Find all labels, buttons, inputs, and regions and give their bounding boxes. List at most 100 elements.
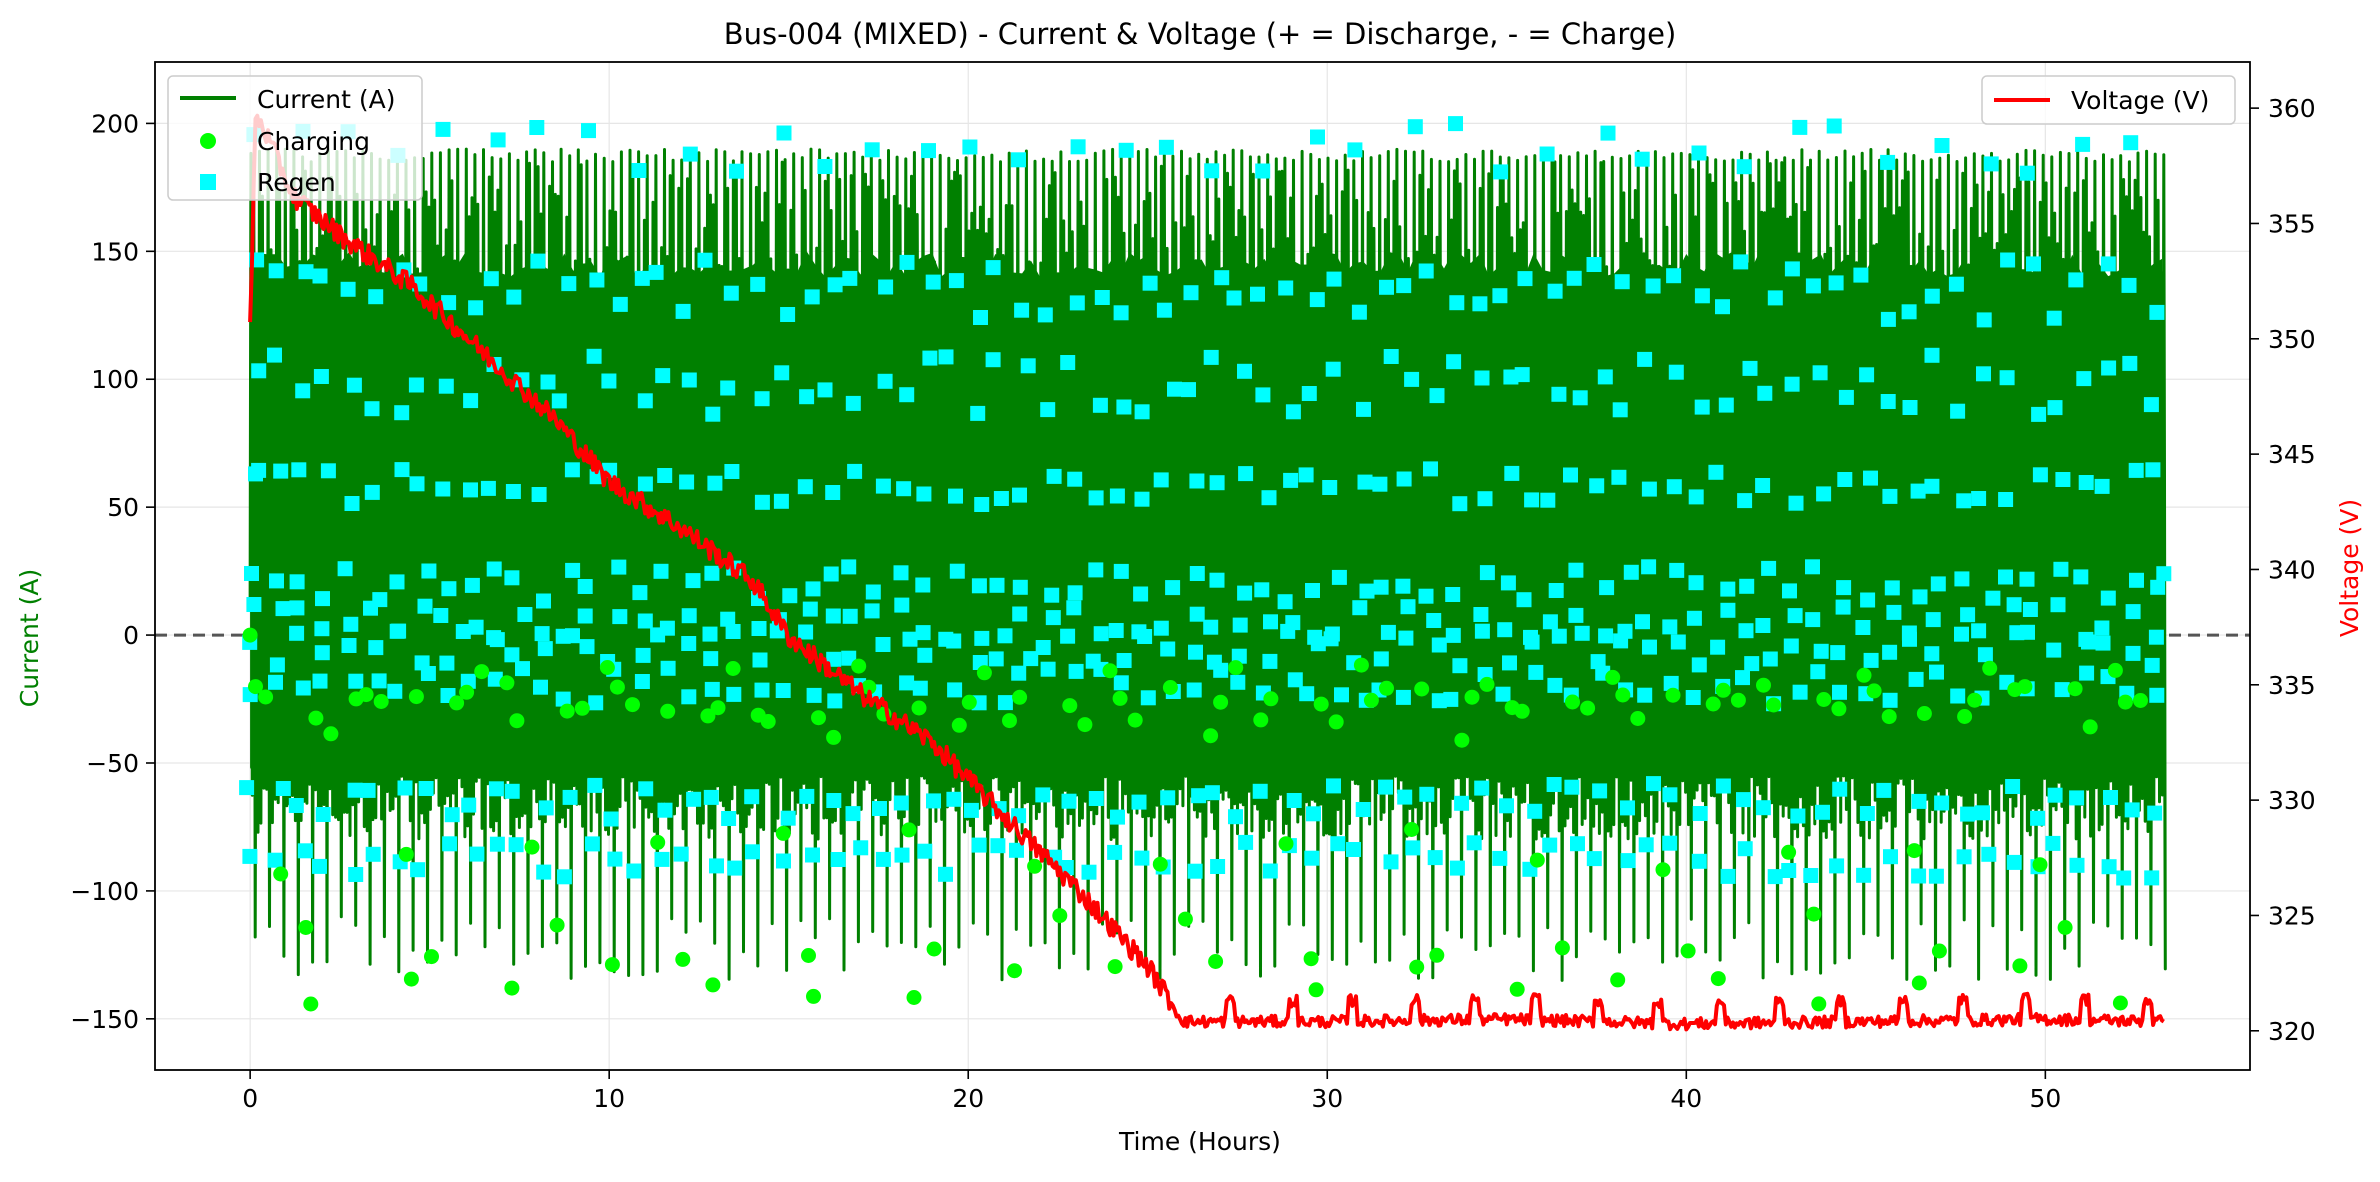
regen-point: [970, 405, 986, 421]
regen-point: [1250, 286, 1265, 302]
regen-point: [2030, 810, 2046, 826]
regen-point: [1070, 139, 1086, 155]
regen-point: [2069, 857, 2085, 873]
regen-point: [626, 863, 642, 879]
regen-point: [1828, 275, 1844, 291]
regen-point: [1718, 397, 1734, 413]
regen-point: [1187, 863, 1203, 879]
regen-point: [365, 846, 381, 862]
regen-point: [1911, 793, 1927, 809]
regen-point: [1863, 652, 1879, 668]
regen-point: [1356, 401, 1371, 417]
regen-point: [1060, 628, 1076, 644]
regen-point: [2150, 579, 2166, 595]
regen-point: [1924, 478, 1940, 494]
regen-point: [1330, 836, 1346, 852]
regen-point: [1911, 868, 1927, 884]
regen-point: [1452, 658, 1468, 674]
regen-point: [1662, 787, 1678, 803]
regen-point: [1805, 559, 1820, 575]
regen-point: [1950, 403, 1966, 419]
regen-point: [1527, 803, 1543, 819]
regen-point: [468, 619, 484, 635]
regen-point: [267, 852, 283, 868]
regen-point: [782, 588, 798, 604]
regen-point: [681, 372, 697, 388]
regen-point: [587, 777, 603, 793]
regen-point: [1305, 583, 1320, 598]
regen-point: [1790, 808, 1806, 824]
regen-point: [1637, 687, 1653, 703]
regen-point: [1574, 625, 1590, 641]
charging-point: [961, 694, 977, 710]
regen-point: [1326, 778, 1341, 794]
regen-point: [1886, 604, 1902, 620]
regen-point: [536, 593, 551, 609]
regen-point: [1255, 163, 1271, 179]
regen-point: [1134, 850, 1150, 866]
regen-point: [1568, 607, 1584, 623]
regen-point: [1306, 806, 1321, 822]
regen-point: [347, 782, 363, 798]
regen-point: [341, 638, 357, 653]
regen-point: [368, 289, 384, 305]
regen-point: [1542, 614, 1558, 630]
regen-point: [1837, 472, 1853, 487]
regen-point: [1912, 589, 1928, 605]
regen-point: [601, 373, 617, 389]
regen-point: [1012, 487, 1027, 503]
regen-point: [538, 800, 554, 816]
charging-point: [1756, 677, 1771, 693]
charging-point: [449, 695, 465, 711]
regen-point: [275, 781, 291, 796]
regen-point: [269, 573, 284, 589]
regen-point: [1046, 468, 1062, 484]
charging-point: [273, 866, 289, 882]
regen-point: [2101, 360, 2117, 376]
regen-point: [439, 655, 455, 671]
regen-point: [659, 620, 675, 636]
regen-point: [394, 405, 410, 421]
regen-point: [2020, 624, 2035, 640]
regen-point: [915, 577, 931, 593]
regen-point: [971, 837, 987, 853]
regen-point: [488, 781, 504, 797]
regen-point: [1620, 853, 1636, 869]
x-tick-label: 50: [2029, 1084, 2061, 1113]
charging-point: [1414, 681, 1430, 697]
charging-point: [1213, 694, 1229, 710]
y-left-tick-label: 150: [91, 237, 139, 266]
regen-point: [1418, 263, 1434, 279]
regen-point: [845, 395, 861, 411]
regen-point: [637, 613, 653, 629]
regen-point: [823, 566, 839, 582]
regen-point: [1528, 664, 1544, 680]
regen-point: [1285, 615, 1301, 631]
charging-point: [760, 714, 776, 729]
regen-point: [774, 365, 790, 381]
regen-point: [726, 686, 742, 702]
regen-point: [877, 373, 893, 389]
regen-point: [1762, 651, 1778, 667]
charging-point: [851, 658, 867, 674]
regen-point: [915, 625, 931, 641]
regen-point: [1829, 858, 1845, 874]
regen-point: [1662, 619, 1678, 635]
regen-point: [1983, 156, 1999, 172]
regen-point: [1634, 151, 1650, 167]
charging-point: [1529, 852, 1545, 868]
regen-point: [725, 624, 741, 639]
charging-point: [1052, 908, 1068, 924]
regen-point: [1322, 480, 1338, 495]
regen-point: [561, 276, 577, 292]
regen-point: [2095, 635, 2111, 651]
regen-point: [315, 591, 330, 607]
regen-point: [2156, 566, 2172, 582]
regen-point: [973, 310, 988, 325]
charging-point: [1931, 943, 1947, 959]
regen-point: [1539, 146, 1555, 162]
regen-point: [1930, 576, 1946, 592]
regen-point: [1742, 360, 1758, 376]
regen-point: [1449, 860, 1465, 876]
regen-point: [1720, 602, 1736, 618]
